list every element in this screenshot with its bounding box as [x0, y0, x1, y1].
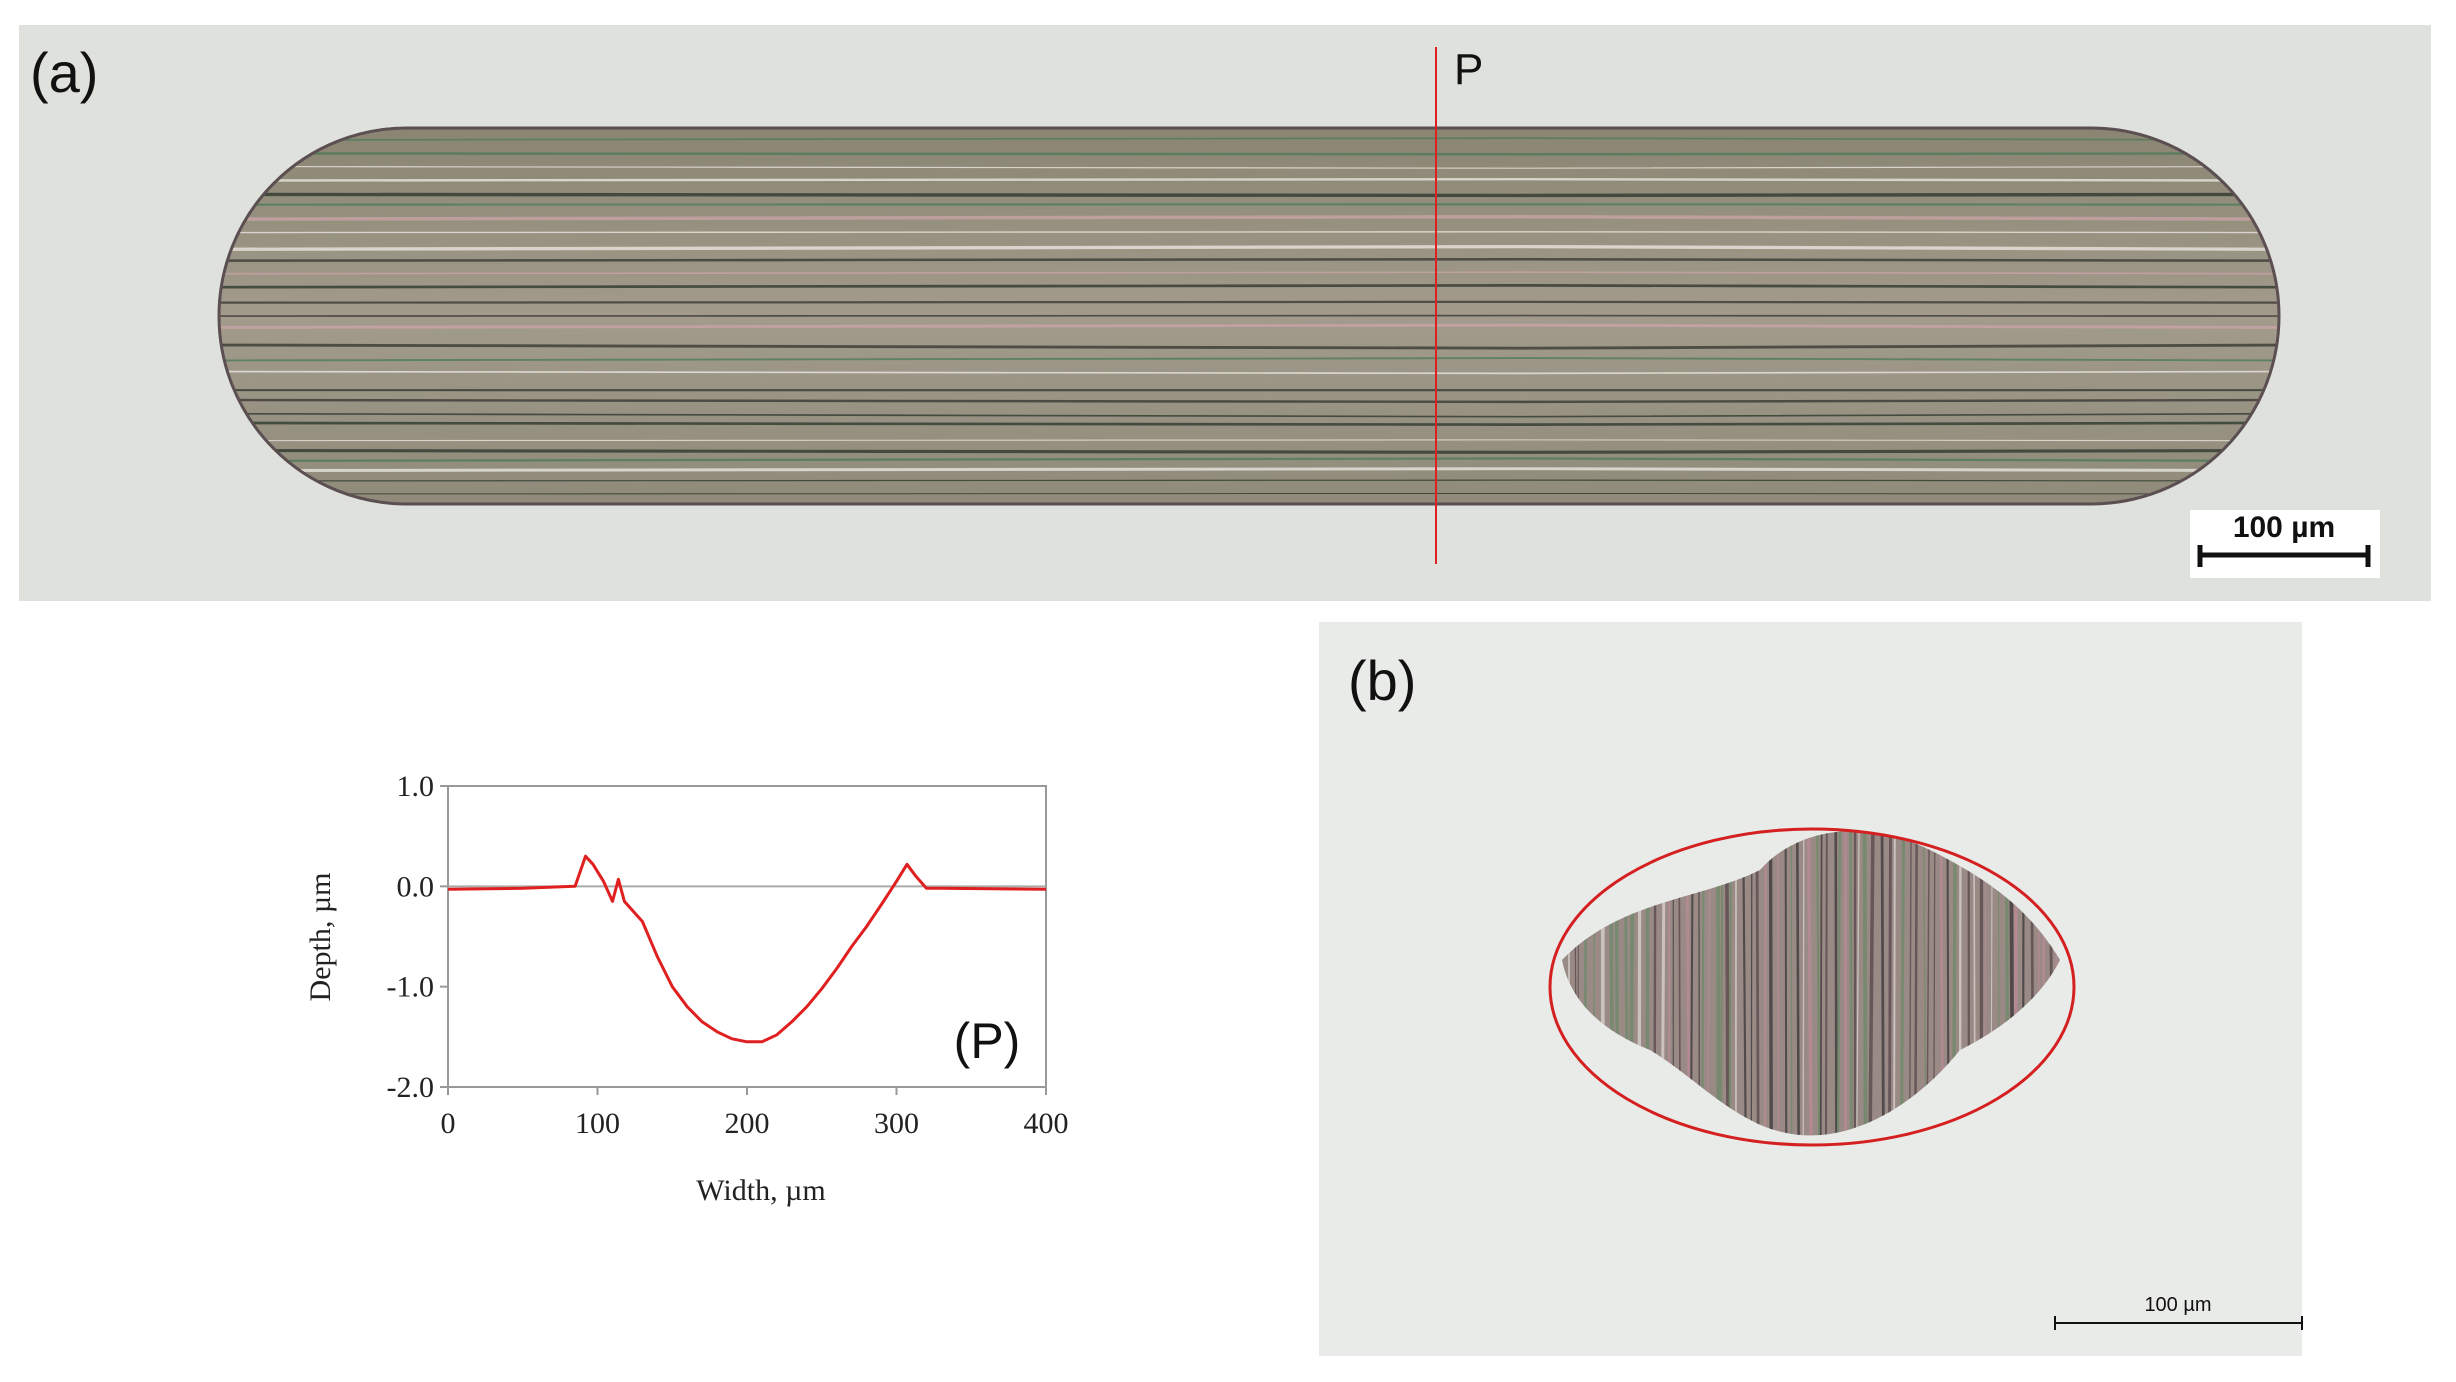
- track-stripe: [219, 191, 2279, 198]
- scale-label: 100 µm: [2144, 1294, 2211, 1316]
- scale-bar: [2197, 545, 2371, 567]
- track-stripe: [219, 343, 2279, 350]
- x-axis-label: Width, µm: [696, 1174, 825, 1207]
- scar-stripe: [1768, 831, 1773, 1136]
- plot-frame: [447, 785, 1047, 1088]
- scar-stripe: [1806, 831, 1813, 1136]
- scar-stripe: [1856, 831, 1860, 1136]
- y-tick-label: -1.0: [387, 971, 435, 1004]
- x-tick-label: 400: [1024, 1107, 1069, 1140]
- scar-stripe: [1893, 831, 1896, 1136]
- scar-stripe: [1763, 831, 1767, 1136]
- track-stripe: [219, 271, 2279, 275]
- scar-stripe: [1824, 831, 1828, 1136]
- scar-stripe: [1834, 831, 1838, 1136]
- x-tick-label: 0: [441, 1107, 456, 1140]
- wear-track: [219, 128, 2279, 504]
- track-stripe: [219, 492, 2279, 495]
- track-stripe: [219, 231, 2279, 234]
- x-tick-label: 200: [725, 1107, 770, 1140]
- x-tick-label: 300: [874, 1107, 919, 1140]
- panel-label: (a): [30, 41, 98, 104]
- line-label: P: [1454, 45, 1483, 94]
- track-stripe: [219, 257, 2279, 262]
- scar-stripe: [1836, 831, 1842, 1136]
- scale-box: [2190, 510, 2380, 578]
- track-edge: [217, 126, 2281, 506]
- track-stripe: [219, 300, 2279, 304]
- scar-stripe: [1816, 831, 1821, 1136]
- y-axis-label: Depth, µm: [304, 873, 337, 1002]
- panel-label: (b): [1348, 649, 1416, 712]
- scar-outline: [1548, 827, 2076, 1147]
- track-stripe: [219, 244, 2279, 251]
- track-stripe: [219, 421, 2279, 427]
- annotation: (P): [954, 1013, 1021, 1069]
- y-tick-label: 1.0: [397, 770, 435, 803]
- scar-stripe: [1887, 831, 1892, 1136]
- track-stripe: [219, 388, 2279, 392]
- scar-stripe: [1777, 831, 1780, 1136]
- track-stripe: [219, 137, 2279, 141]
- scar-stripe: [1795, 831, 1800, 1136]
- scale-bar: [2054, 1316, 2303, 1330]
- profile-line: [447, 854, 1047, 1044]
- scar-stripe: [1862, 831, 1868, 1136]
- scar-stripe: [1868, 831, 1875, 1136]
- scar-stripe: [1755, 831, 1760, 1136]
- scale-label: 100 µm: [2233, 511, 2335, 544]
- scar-stripe: [1819, 831, 1823, 1136]
- x-tick-label: 100: [575, 1107, 620, 1140]
- scar-stripe: [1899, 831, 1906, 1136]
- scar-stripe: [1784, 831, 1788, 1136]
- profile-chart: Width, µm Depth, µm (P) 1.0 0.0 -1.0 -2.00 1…: [304, 770, 1069, 1207]
- scar-stripe: [1880, 831, 1885, 1136]
- scar-stripe: [1750, 831, 1753, 1136]
- y-tick-label: 0.0: [397, 870, 435, 903]
- y-tick-label: -2.0: [387, 1071, 435, 1104]
- track-stripe: [219, 370, 2279, 375]
- track-stripe: [219, 177, 2279, 183]
- scar-stripe: [1908, 831, 1912, 1136]
- scar-stripe: [1849, 831, 1853, 1136]
- track-stripe: [219, 214, 2279, 221]
- track-stripe: [219, 398, 2279, 404]
- track-stripe: [219, 323, 2279, 329]
- scar-stripe: [1802, 831, 1805, 1136]
- track-stripe: [219, 466, 2279, 473]
- track-stripe: [219, 448, 2279, 454]
